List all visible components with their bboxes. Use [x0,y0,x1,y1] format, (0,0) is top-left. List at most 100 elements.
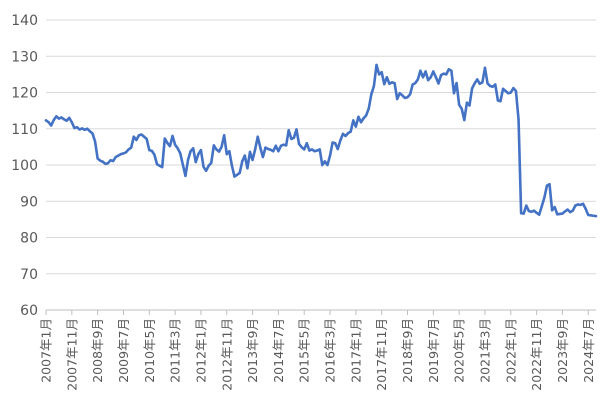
data-point-2020-09 [468,104,471,107]
data-point-2018-03 [390,81,394,84]
data-point-2020-04 [455,81,458,85]
data-point-2011-10 [191,147,195,150]
data-point-2016-10 [346,131,350,135]
data-point-2017-02 [357,115,360,118]
data-point-2010-04 [145,137,148,141]
data-point-2018-02 [388,82,391,86]
data-point-2012-09 [220,145,223,149]
x-tick-label-15: 2019年7月 [426,318,441,383]
data-point-2008-09 [96,157,99,160]
data-point-2020-01 [447,68,451,71]
data-point-2021-07 [494,83,497,86]
data-point-2011-05 [179,152,182,155]
y-tick-label-100: 100 [11,158,38,174]
data-point-2011-06 [181,163,185,166]
data-point-2022-02 [512,86,515,90]
data-point-2009-08 [124,151,128,154]
y-tick-label-140: 140 [11,13,38,29]
data-point-2013-06 [243,154,247,157]
data-point-2022-03 [514,89,518,93]
data-point-2012-03 [204,169,208,172]
data-point-2013-05 [241,160,244,163]
data-point-2008-11 [101,160,105,163]
data-point-2024-01 [571,209,574,212]
data-point-2023-09 [561,212,564,215]
data-point-2018-07 [401,94,404,97]
data-point-2007-04 [52,118,55,122]
data-point-2019-11 [442,72,445,75]
data-point-2008-12 [104,162,107,166]
data-point-2011-01 [168,144,172,148]
data-point-2013-04 [238,171,241,175]
data-point-2009-02 [109,159,112,162]
data-point-2015-08 [310,148,314,151]
data-point-2021-02 [481,81,484,84]
data-point-2017-06 [367,107,370,110]
data-point-2012-02 [202,165,205,169]
data-point-2018-05 [395,97,399,101]
data-point-2015-01 [292,136,296,140]
data-point-2011-11 [194,160,197,164]
data-point-2008-04 [83,128,86,132]
data-point-2020-10 [470,87,474,90]
data-point-2020-03 [452,92,456,95]
data-point-2009-12 [135,138,138,142]
data-point-2014-11 [287,129,290,132]
data-point-2022-05 [519,212,523,215]
x-tick-label-6: 2012年1月 [193,318,208,383]
data-point-2020-05 [457,103,461,107]
data-point-2008-01 [75,126,79,129]
data-point-2024-10 [594,214,598,218]
x-axis [45,309,596,315]
data-point-2012-10 [222,134,226,137]
data-point-2014-12 [290,137,293,141]
data-point-2021-06 [491,85,494,88]
data-point-2022-11 [535,211,538,215]
data-point-2018-11 [411,83,414,86]
data-point-2016-01 [323,160,327,163]
data-point-2021-08 [496,99,500,102]
data-point-2016-02 [326,163,329,167]
data-point-2011-07 [184,174,187,178]
data-point-2023-01 [540,205,543,208]
data-point-2019-04 [424,70,427,73]
data-point-2018-10 [408,93,412,96]
data-point-2023-10 [563,210,567,213]
y-tick-label-110: 110 [11,122,38,138]
x-tick-label-20: 2023年9月 [555,318,570,383]
y-tick-label-70: 70 [20,267,38,283]
data-point-2015-04 [300,146,303,149]
data-point-2020-02 [450,69,453,72]
data-point-2018-09 [406,96,409,99]
data-point-2021-01 [478,82,481,86]
data-point-2019-08 [434,76,438,79]
data-point-2009-04 [114,155,117,159]
data-point-2017-10 [377,73,381,76]
data-point-2016-09 [344,134,347,138]
data-point-2013-02 [233,175,236,178]
data-point-2014-06 [274,144,278,147]
data-point-2010-05 [148,148,151,152]
data-point-2020-11 [473,82,476,85]
data-point-2011-08 [186,158,190,162]
data-point-2024-06 [584,207,587,211]
data-point-2014-04 [269,148,272,151]
data-point-2017-01 [354,125,358,128]
data-point-2009-05 [117,154,120,157]
data-point-2021-10 [501,87,505,91]
data-point-2011-03 [173,143,177,146]
data-point-2008-08 [93,140,97,143]
data-point-2017-09 [375,63,378,67]
data-point-2008-10 [99,159,102,162]
y-tick-label-120: 120 [11,86,38,102]
data-point-2019-01 [416,78,420,81]
series-line-0 [44,63,598,218]
data-point-2013-11 [256,135,259,138]
data-point-2009-09 [127,148,130,151]
data-point-2014-07 [277,150,280,153]
data-point-2019-02 [419,69,422,72]
data-point-2007-01 [44,119,48,122]
data-point-2016-04 [331,141,334,144]
data-point-2019-10 [439,73,443,77]
data-point-2021-03 [483,66,487,70]
